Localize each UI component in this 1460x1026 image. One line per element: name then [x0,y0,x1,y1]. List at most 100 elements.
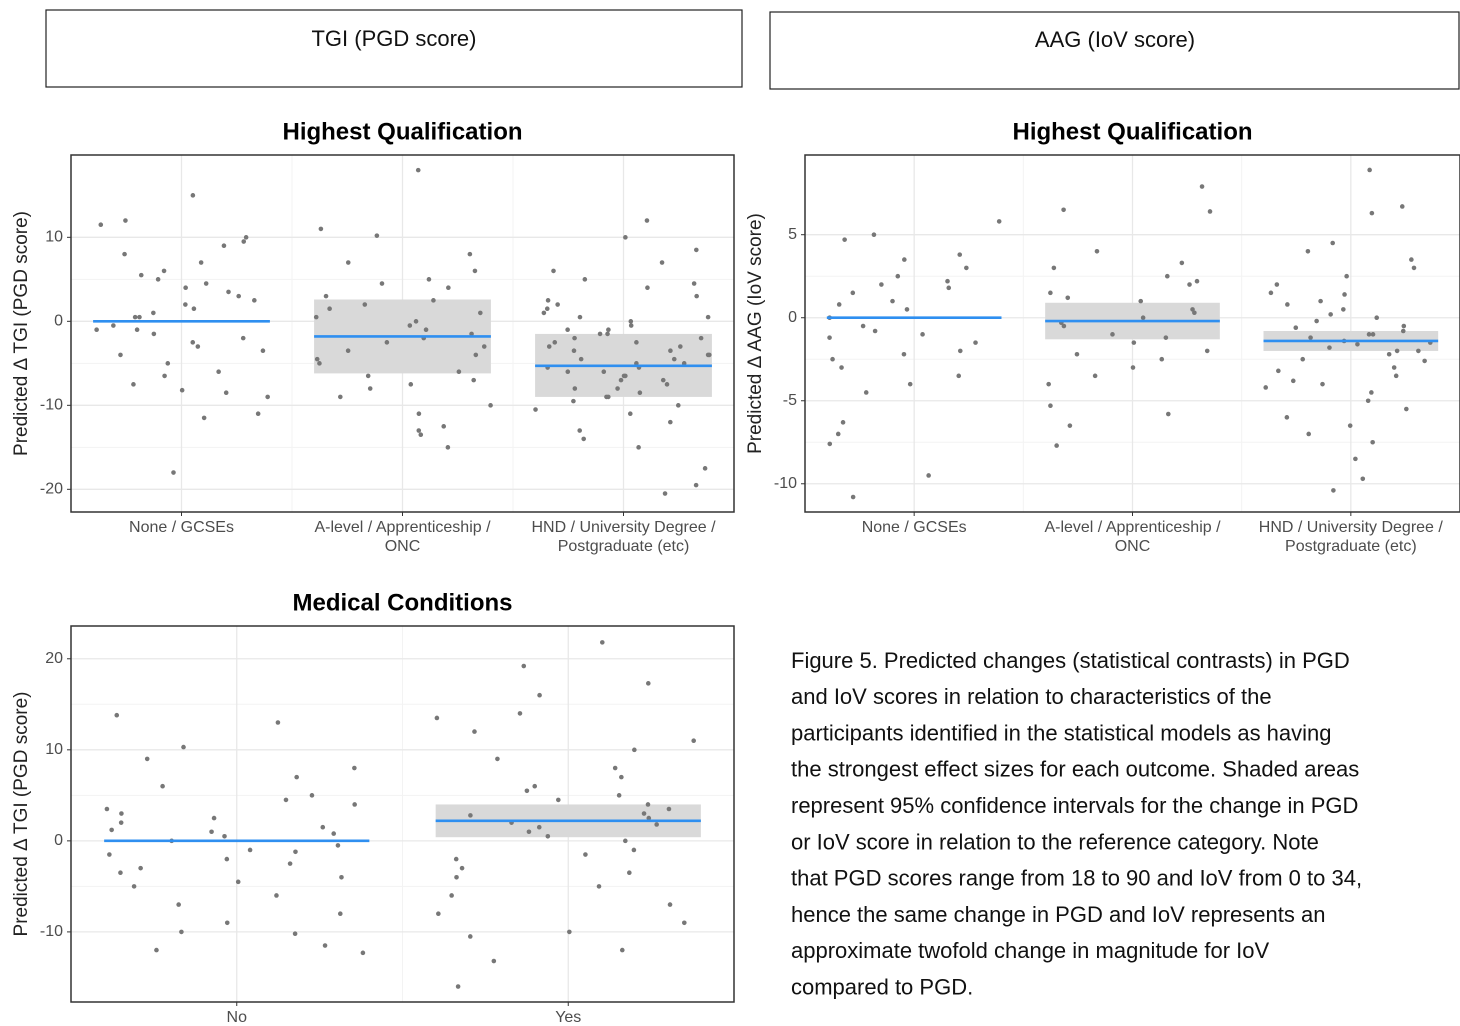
data-point [1320,381,1325,387]
data-point [294,774,299,780]
data-point [201,415,207,421]
data-point [426,277,432,282]
data-point [1165,273,1170,279]
data-point [252,298,257,303]
data-point [616,793,622,798]
data-point [235,879,241,885]
data-point [1163,335,1169,340]
data-point [659,260,665,265]
data-point [345,348,351,354]
data-point [552,340,558,345]
data-point [1061,207,1066,213]
data-point [456,369,462,375]
data-point [691,738,696,744]
data-point [222,834,227,839]
data-point [904,307,910,312]
header-box [769,11,1460,90]
data-point [601,369,607,375]
data-point [1065,295,1071,301]
data-point [423,327,429,333]
x-tick-label: Yes [555,1009,581,1026]
data-point [667,902,673,907]
data-point [293,849,298,855]
data-point [1314,318,1319,324]
data-point [467,934,473,939]
data-point [191,306,197,312]
data-point [532,783,538,789]
data-point [1347,423,1353,428]
data-point [415,167,421,173]
data-point [1306,431,1312,437]
data-point [634,361,639,366]
data-point [1370,332,1376,337]
data-point [473,352,479,358]
data-point [533,407,538,412]
data-point [964,265,969,271]
data-point [1285,302,1290,307]
data-point [1409,257,1414,262]
data-point [337,911,343,916]
data-point [240,335,246,341]
data-point [190,193,196,198]
data-point [619,774,624,780]
data-point [1204,348,1210,354]
data-point [338,394,343,400]
data-point [1327,345,1332,350]
data-point [322,943,328,948]
data-point [521,663,527,669]
data-point [660,377,666,383]
data-point [224,856,230,862]
data-point [705,352,711,358]
data-point [646,815,652,821]
x-tick-label: HND / University Degree / [531,519,716,536]
data-point [631,847,637,853]
header-box [45,9,743,88]
data-point [1284,415,1290,420]
data-point [183,285,188,291]
data-point [945,278,950,284]
data-point [1328,312,1333,317]
data-point [221,243,227,249]
data-point [1393,373,1399,379]
data-point [1365,398,1371,404]
data-point [226,289,231,295]
data-point [634,340,639,345]
data-point [645,681,651,686]
data-point [545,298,551,303]
caption-line: compared to PGD. [791,975,973,1000]
data-point [181,744,186,750]
data-point [668,348,673,354]
data-point [666,806,672,812]
data-point [546,344,552,349]
data-point [434,715,440,721]
data-point [171,470,176,475]
data-point [118,870,123,876]
data-point [118,352,123,358]
data-point [1048,403,1053,409]
data-point [413,319,419,324]
data-point [957,252,963,257]
y-tick-label: -10 [40,923,63,940]
data-point [618,377,624,383]
data-point [1192,310,1197,316]
data-point [637,390,643,396]
data-point [1293,325,1299,330]
data-point [581,436,586,442]
data-point [1355,341,1360,347]
data-point [247,847,253,853]
data-point [283,797,289,803]
data-point [339,874,344,880]
data-point [879,282,884,287]
data-point [198,260,204,265]
data-point [623,373,628,379]
data-point [114,712,120,718]
data-point [1159,356,1165,362]
data-point [320,824,326,830]
y-tick-label: -10 [774,475,797,492]
data-point [628,319,634,324]
data-point [567,929,572,935]
data-point [1391,365,1397,370]
data-point [323,293,329,299]
data-point [265,394,270,400]
data-point [255,411,261,417]
